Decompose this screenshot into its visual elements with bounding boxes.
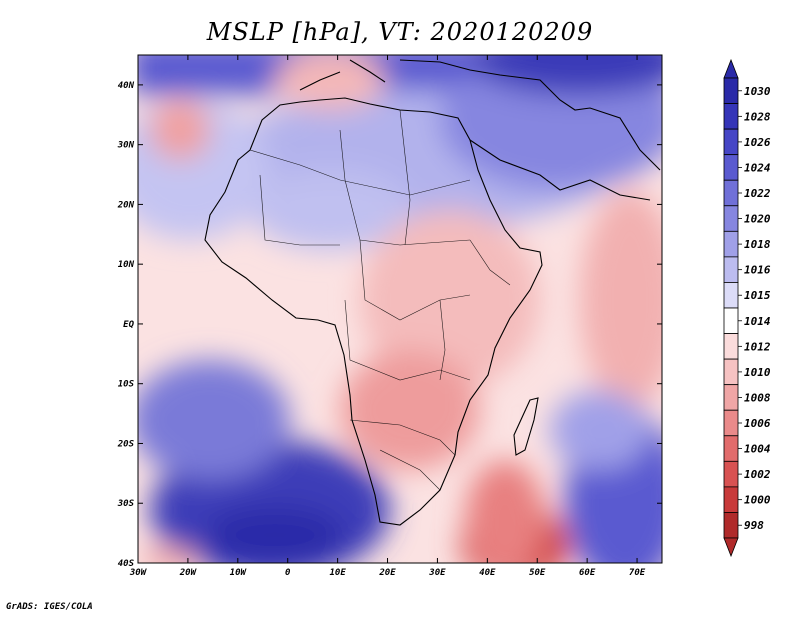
- lat-tick-label: 10S: [118, 380, 135, 390]
- lon-tick-label: 60E: [579, 568, 596, 578]
- map-axes: 30W 20W 10W 0 10E 20E 30E 40E 50E 60E 70E 40N 30N 20N…: [117, 55, 662, 578]
- colorbar-label: 1002: [744, 468, 771, 481]
- grads-credit: GrADS: IGES/COLA: [6, 602, 93, 612]
- colorbar-label: 1026: [744, 136, 771, 149]
- colorbar-swatch: [723, 179, 739, 207]
- figure-title: MSLP [hPa], VT: 2020120209: [206, 18, 594, 46]
- colorbar-label: 1015: [744, 289, 771, 302]
- colorbar-swatch: [723, 435, 739, 462]
- colorbar-label: 1006: [744, 417, 771, 430]
- colorbar-swatch: [723, 307, 739, 334]
- colorbar-max-arrow: [723, 58, 739, 79]
- colorbar-label: 1016: [744, 264, 771, 277]
- colorbar-swatch: [723, 128, 739, 156]
- colorbar-label: 1020: [744, 213, 771, 226]
- country-borders: [249, 109, 511, 491]
- colorbar-label: 1010: [744, 366, 771, 379]
- lon-tick-label: 70E: [629, 568, 646, 578]
- colorbar-label: 1004: [744, 443, 771, 456]
- lon-tick-label: 50E: [529, 568, 546, 578]
- colorbar-swatch: [723, 512, 739, 539]
- colorbar-swatch: [723, 103, 739, 130]
- lon-tick-label: 0: [285, 568, 291, 578]
- colorbar-label: 1012: [744, 340, 771, 353]
- colorbar-label: 1000: [744, 494, 771, 507]
- colorbar-label: 1014: [744, 315, 771, 328]
- lat-tick-label: 20S: [117, 439, 135, 449]
- colorbar-swatch: [723, 333, 739, 360]
- lat-tick-label: EQ: [123, 320, 134, 330]
- lon-tick-label: 40E: [479, 568, 496, 578]
- colorbar-swatch: [723, 205, 739, 232]
- lon-tick-label: 10W: [230, 568, 248, 578]
- lon-tick-label: 20W: [179, 568, 198, 578]
- colorbar-swatch: [723, 384, 739, 411]
- colorbar-swatch: [723, 460, 739, 488]
- lon-tick-label: 20E: [378, 568, 396, 578]
- colorbar-swatch: [723, 409, 739, 437]
- lat-tick-label: 40S: [118, 559, 135, 569]
- colorbar-swatch: [723, 77, 739, 104]
- lat-tick-label: 10N: [118, 260, 135, 270]
- colorbar-label: 998: [744, 519, 764, 532]
- colorbar-label: 1024: [744, 161, 771, 174]
- lon-tick-label: 10E: [329, 568, 346, 578]
- colorbar-label: 1018: [744, 238, 771, 251]
- colorbar-swatch: [723, 358, 739, 386]
- colorbar-label: 1028: [744, 110, 771, 123]
- colorbar-label: 1008: [744, 391, 771, 404]
- lon-tick-label: 30W: [129, 568, 148, 578]
- map-frame: [137, 54, 663, 564]
- colorbar-swatch: [723, 282, 739, 309]
- colorbar-min-arrow: [723, 537, 739, 558]
- lat-tick-label: 20N: [117, 200, 135, 210]
- coastlines: [204, 59, 661, 526]
- lon-tick-label: 30E: [428, 568, 446, 578]
- lat-tick-label: 40N: [118, 81, 135, 91]
- colorbar-swatch: [723, 154, 739, 181]
- pressure-field: [138, 55, 662, 563]
- lat-tick-label: 30N: [117, 141, 135, 151]
- colorbar-label: 1022: [744, 187, 771, 200]
- colorbar-swatch: [723, 256, 739, 283]
- colorbar-swatch: [723, 230, 739, 258]
- colorbar-swatch: [723, 486, 739, 513]
- colorbar: 1030 1028 1026 1024 1022 1020 1018 1016 1015 1014…: [723, 58, 771, 558]
- colorbar-label: 1030: [744, 85, 771, 98]
- lat-tick-label: 30S: [117, 499, 135, 509]
